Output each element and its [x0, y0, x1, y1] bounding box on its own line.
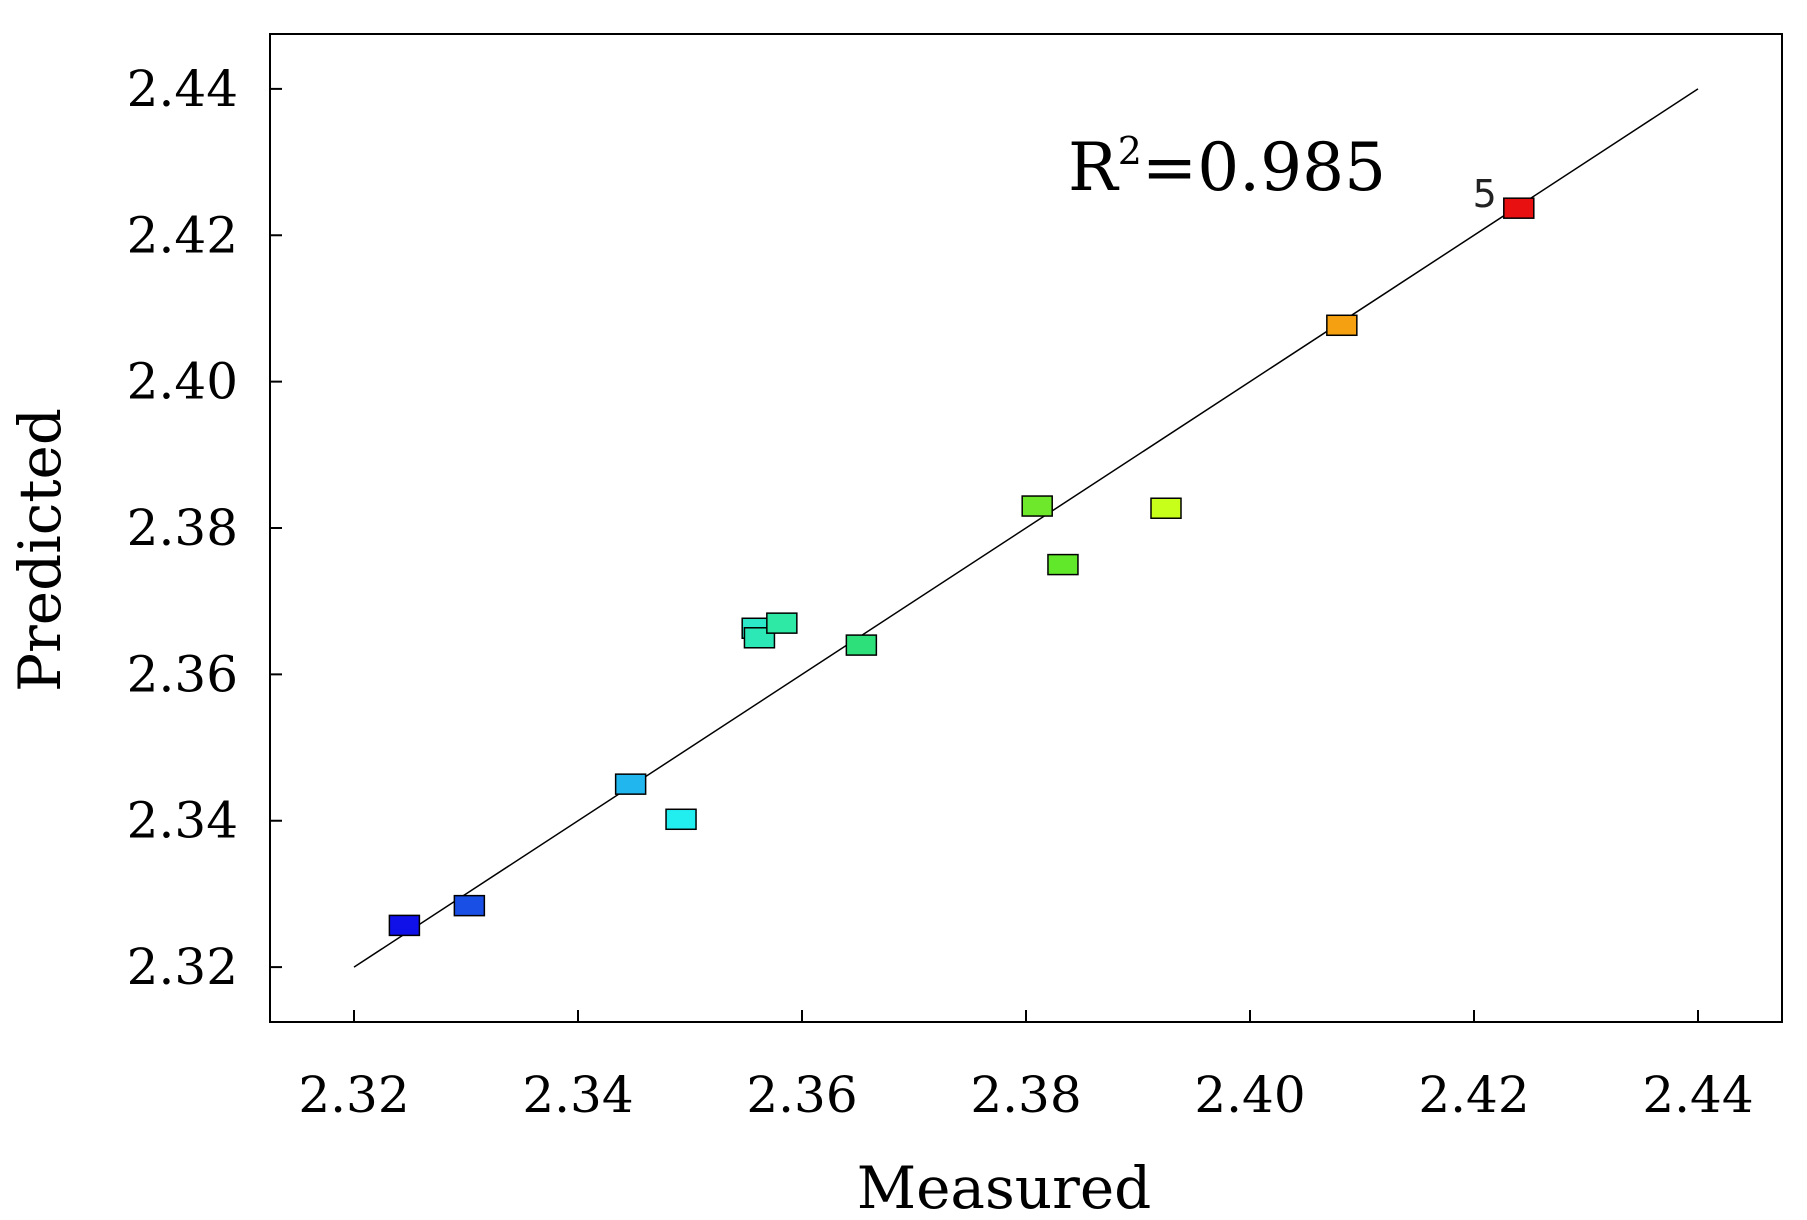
y-axis-ticks: 2.32 2.34 2.36 2.38 2.40 2.42 2.44 [127, 60, 282, 996]
reference-line [353, 88, 1699, 968]
data-point [1021, 495, 1053, 517]
x-tick-label: 2.42 [1418, 1066, 1529, 1124]
y-tick-label: 2.44 [127, 60, 238, 118]
x-axis-ticks: 2.32 2.34 2.36 2.38 2.40 2.42 2.44 [298, 1010, 1754, 1124]
r-squared-base: R [1068, 129, 1120, 206]
y-tick-label: 2.34 [127, 792, 238, 850]
y-tick-label: 2.38 [127, 499, 238, 557]
data-point [665, 808, 697, 831]
y-axis-title: Predicted [6, 408, 74, 692]
x-tick-label: 2.34 [522, 1066, 633, 1124]
data-point [1150, 497, 1182, 519]
x-tick-label: 2.32 [298, 1066, 409, 1124]
data-point [845, 634, 878, 656]
y-tick-label: 2.36 [127, 645, 238, 703]
point-label: 5 [1473, 172, 1497, 216]
data-point [453, 894, 486, 917]
x-tick-label: 2.38 [970, 1066, 1081, 1124]
x-tick-label: 2.40 [1194, 1066, 1305, 1124]
r-squared-superscript: 2 [1118, 129, 1142, 173]
data-points: 5 [388, 172, 1535, 937]
data-point [388, 914, 421, 937]
y-tick-label: 2.42 [127, 206, 238, 264]
data-point [766, 612, 798, 634]
y-tick-label: 2.32 [127, 938, 238, 996]
y-tick-label: 2.40 [127, 353, 238, 411]
x-tick-label: 2.36 [746, 1066, 857, 1124]
data-point [1326, 314, 1358, 337]
x-tick-label: 2.44 [1642, 1066, 1753, 1124]
r-squared-annotation: R2=0.985 [1068, 129, 1386, 206]
data-point [1047, 553, 1079, 576]
data-point [614, 773, 647, 795]
data-point [1503, 197, 1535, 219]
x-axis-title: Measured [857, 1154, 1152, 1220]
r-squared-value: =0.985 [1142, 129, 1386, 206]
